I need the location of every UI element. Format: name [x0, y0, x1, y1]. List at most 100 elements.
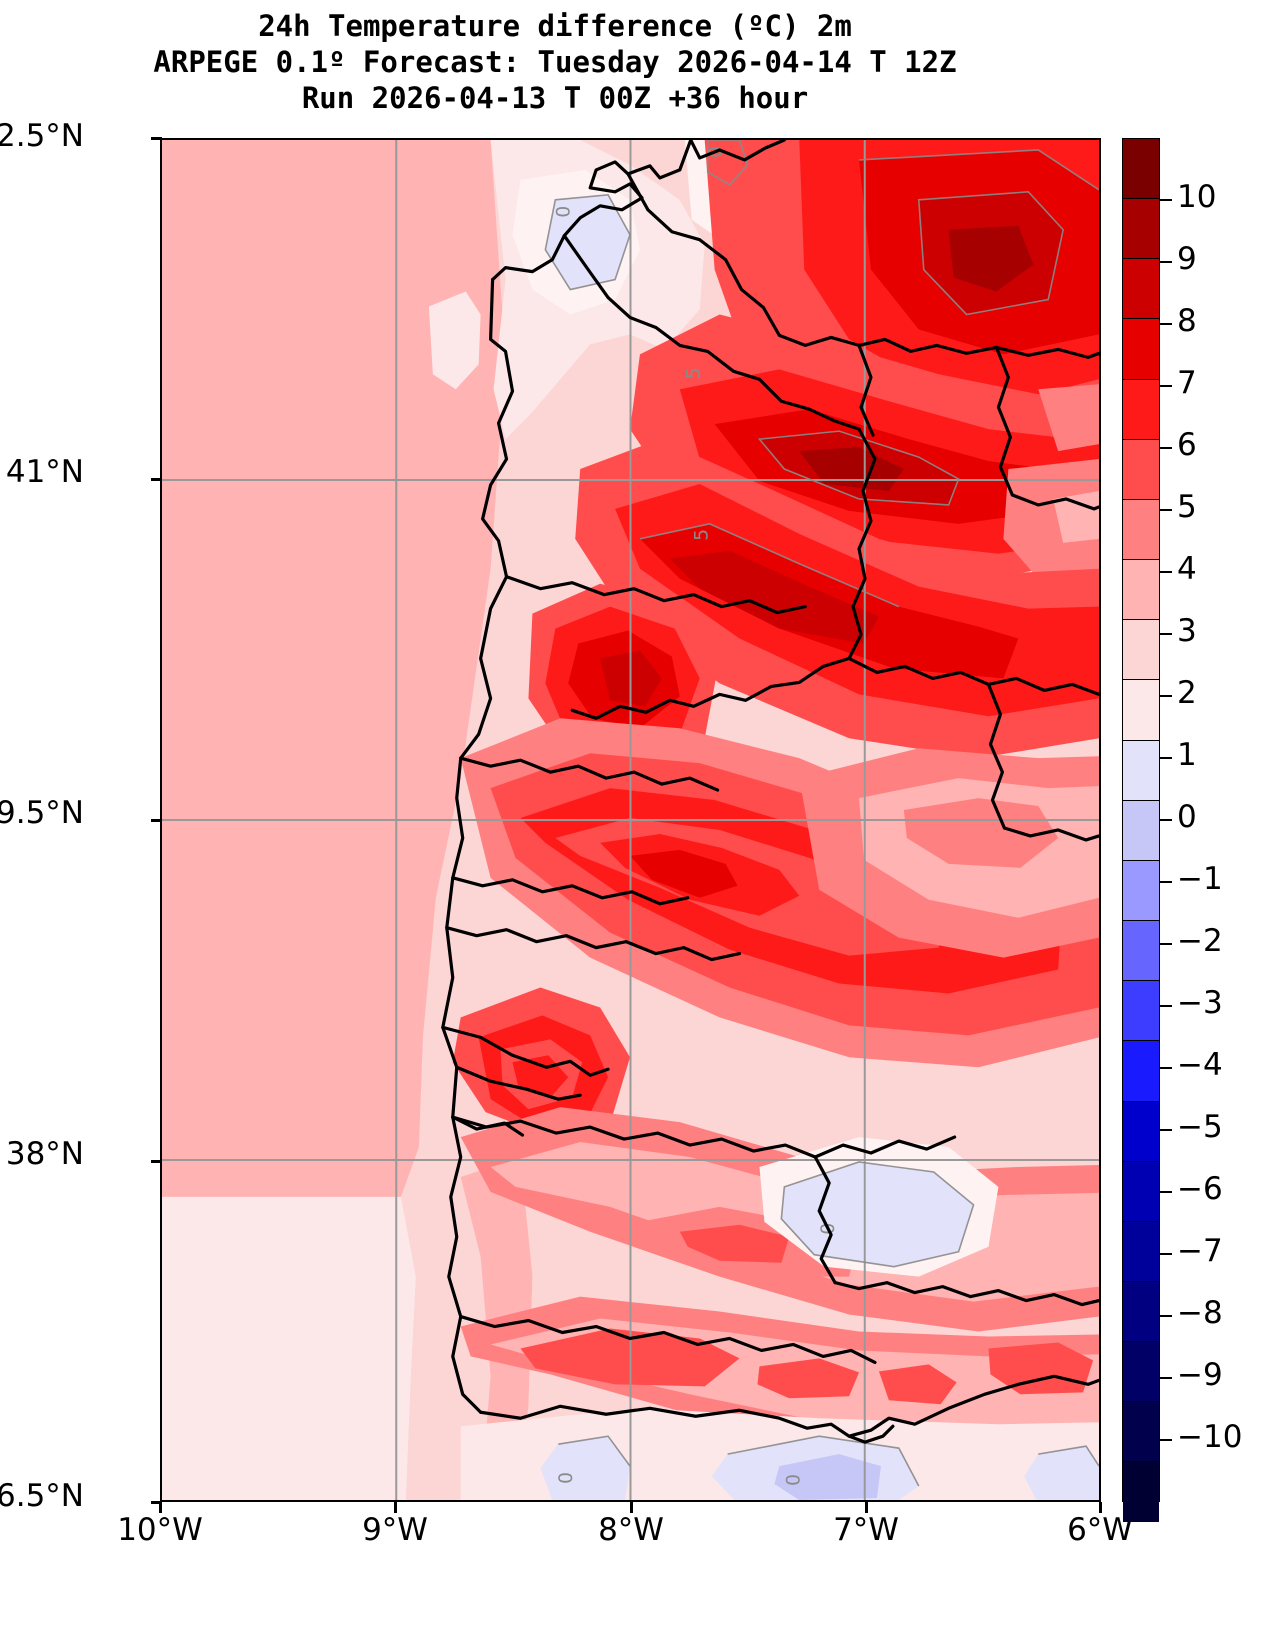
y-tick-mark-42_5N	[151, 137, 162, 140]
colorbar-tick-mark	[1160, 633, 1172, 635]
colorbar-tick-label: −2	[1177, 923, 1223, 959]
title-line-1: 24h Temperature difference (ºC) 2m	[258, 9, 852, 43]
colorbar-tick-label: −4	[1177, 1047, 1223, 1083]
temperature-difference-contour-map: 5 5 0 0 0 0 0	[162, 140, 1099, 1500]
svg-text:0: 0	[552, 206, 574, 218]
y-tick-label-39_5N: 39.5°N	[0, 795, 84, 831]
title-line-2: ARPEGE 0.1º Forecast: Tuesday 2026-04-14…	[153, 45, 957, 79]
x-tick-label-10W: 10°W	[117, 1512, 203, 1548]
x-tick-mark-7W	[865, 1502, 868, 1513]
y-tick-mark-39_5N	[151, 819, 162, 822]
colorbar-tick-mark	[1160, 1191, 1172, 1193]
graticule	[162, 140, 1099, 1500]
colorbar-tick-label: 4	[1177, 551, 1197, 587]
colorbar-segment	[1123, 620, 1159, 681]
colorbar-tick-mark	[1160, 261, 1172, 263]
colorbar-segment	[1123, 860, 1159, 922]
colorbar-tick-mark	[1160, 1315, 1172, 1317]
colorbar-tick-label: 6	[1177, 427, 1197, 463]
colorbar-tick-mark	[1160, 695, 1172, 697]
colorbar-tick-label: −5	[1177, 1109, 1223, 1145]
colorbar-tick-mark	[1160, 1129, 1172, 1131]
colorbar-tick-mark	[1160, 199, 1172, 201]
colorbar-segment	[1123, 800, 1159, 861]
y-tick-label-42_5N: 42.5°N	[0, 118, 84, 154]
colorbar-tick-mark	[1160, 1005, 1172, 1007]
colorbar-tick-mark	[1160, 323, 1172, 325]
colorbar-tick-label: −1	[1177, 861, 1223, 897]
colorbar-segment	[1123, 921, 1159, 982]
colorbar-tick-label: 7	[1177, 365, 1197, 401]
colorbar-tick-mark	[1160, 943, 1172, 945]
x-tick-label-7W: 7°W	[833, 1512, 899, 1548]
coastline-and-borders	[441, 140, 1099, 1444]
x-tick-mark-9W	[394, 1502, 397, 1513]
x-tick-label-8W: 8°W	[598, 1512, 664, 1548]
colorbar-tick-mark	[1160, 1067, 1172, 1069]
x-tick-mark-6W	[1099, 1502, 1102, 1513]
map-plot-area: 5 5 0 0 0 0 0	[160, 138, 1101, 1502]
colorbar-segment	[1123, 981, 1159, 1042]
colorbar-tick-label: 8	[1177, 303, 1197, 339]
colorbar-tick-label: −7	[1177, 1233, 1223, 1269]
colorbar-segment	[1123, 680, 1159, 741]
colorbar-tick-mark	[1160, 757, 1172, 759]
colorbar-segment	[1123, 1041, 1159, 1102]
colorbar-tick-label: 9	[1177, 241, 1197, 277]
y-tick-label-41N: 41°N	[5, 454, 84, 490]
colorbar-tick-mark	[1160, 1439, 1172, 1441]
colorbar-segment	[1123, 139, 1159, 200]
colorbar-tick-label: 5	[1177, 489, 1197, 525]
y-tick-label-36_5N: 36.5°N	[0, 1478, 84, 1514]
colorbar-segment	[1123, 379, 1159, 440]
contour-lines	[544, 140, 1099, 1487]
colorbar-tick-label: 10	[1177, 179, 1217, 215]
colorbar-tick-label: −3	[1177, 985, 1223, 1021]
x-tick-mark-8W	[630, 1502, 633, 1513]
colorbar-segment	[1123, 1402, 1159, 1463]
colorbar-segment	[1123, 1221, 1159, 1282]
colorbar-segment	[1123, 1281, 1159, 1343]
colorbar	[1122, 138, 1160, 1522]
colorbar-tick-mark	[1160, 819, 1172, 821]
colorbar-tick-label: −9	[1177, 1357, 1223, 1393]
y-tick-mark-38N	[151, 1160, 162, 1163]
colorbar-segment	[1123, 1101, 1159, 1162]
svg-text:5: 5	[683, 367, 705, 379]
colorbar-segment	[1123, 1342, 1159, 1403]
svg-text:0: 0	[782, 1474, 804, 1486]
colorbar-tick-mark	[1160, 385, 1172, 387]
colorbar-tick-label: 2	[1177, 675, 1197, 711]
colorbar-tick-label: −6	[1177, 1171, 1223, 1207]
colorbar-segment	[1123, 1161, 1159, 1222]
colorbar-segment	[1123, 319, 1159, 380]
colorbar-tick-label: 0	[1177, 799, 1197, 835]
colorbar-segment	[1123, 439, 1159, 500]
colorbar-segment	[1123, 1462, 1159, 1522]
colorbar-tick-mark	[1160, 1377, 1172, 1379]
colorbar-segment	[1123, 740, 1159, 801]
y-tick-mark-36_5N	[151, 1501, 162, 1504]
svg-text:5: 5	[691, 529, 713, 541]
colorbar-tick-label: 3	[1177, 613, 1197, 649]
colorbar-tick-mark	[1160, 509, 1172, 511]
colorbar-tick-mark	[1160, 571, 1172, 573]
colorbar-segment	[1123, 259, 1159, 320]
colorbar-segment	[1123, 560, 1159, 621]
colorbar-tick-label: 1	[1177, 737, 1197, 773]
colorbar-tick-mark	[1160, 447, 1172, 449]
colorbar-tick-label: −10	[1177, 1419, 1243, 1455]
x-tick-label-6W: 6°W	[1067, 1512, 1133, 1548]
svg-text:0: 0	[555, 1472, 577, 1484]
colorbar-tick-label: −8	[1177, 1295, 1223, 1331]
y-tick-label-38N: 38°N	[5, 1136, 84, 1172]
title-line-3: Run 2026-04-13 T 00Z +36 hour	[301, 81, 809, 115]
x-tick-label-9W: 9°W	[362, 1512, 428, 1548]
y-tick-mark-41N	[151, 478, 162, 481]
colorbar-tick-mark	[1160, 1253, 1172, 1255]
chart-title-block: 24h Temperature difference (ºC) 2m ARPEG…	[0, 8, 1110, 116]
colorbar-segment	[1123, 499, 1159, 561]
x-tick-mark-10W	[159, 1502, 162, 1513]
colorbar-segment	[1123, 199, 1159, 260]
colorbar-tick-mark	[1160, 881, 1172, 883]
